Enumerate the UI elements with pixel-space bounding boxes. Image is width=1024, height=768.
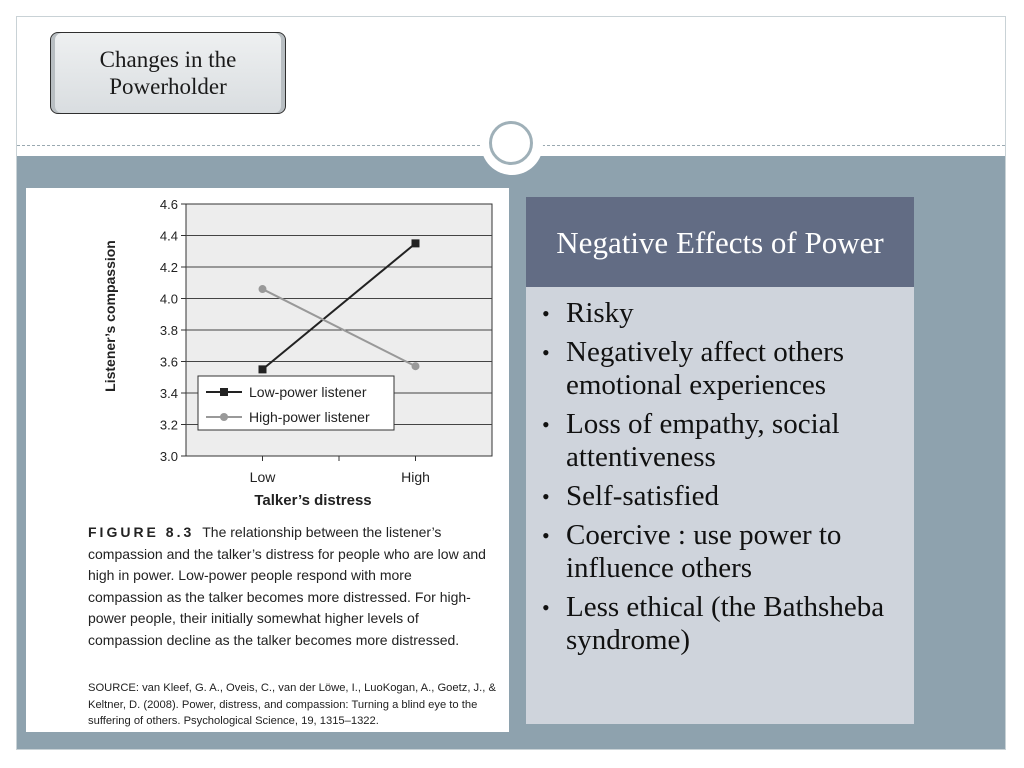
y-tick-label: 4.6 [160, 197, 178, 212]
x-tick-label: Low [250, 469, 277, 485]
bullet-item: • Self-satisfied [540, 480, 906, 513]
series-point [411, 362, 420, 371]
legend-label: Low-power listener [249, 384, 367, 400]
bullet-item: • Coercive : use power to influence other… [540, 519, 906, 585]
panel-title: Negative Effects of Power [526, 197, 914, 287]
bullet-text: Self-satisfied [566, 480, 720, 512]
series-line [261, 242, 417, 371]
bullet-text: Loss of empathy, social attentiveness [566, 408, 840, 473]
figure-caption: FIGURE 8.3 The relationship between the l… [88, 522, 488, 651]
y-tick-label: 3.2 [160, 418, 178, 433]
legend-label: High-power listener [249, 409, 370, 425]
x-axis-label: Talker’s distress [254, 492, 371, 509]
bullet-text: Coercive : use power to influence others [566, 519, 842, 584]
y-tick-label: 4.2 [160, 260, 178, 275]
bullet-item: • Risky [540, 297, 906, 330]
legend-marker [220, 413, 228, 421]
bullet-icon: • [542, 412, 550, 437]
bullet-icon: • [542, 484, 550, 509]
bullet-icon: • [542, 301, 550, 326]
bullet-item: • Loss of empathy, social attentiveness [540, 408, 906, 474]
y-tick-label: 3.6 [160, 355, 178, 370]
bullet-icon: • [542, 523, 550, 548]
series-line [262, 288, 416, 368]
series-point [411, 239, 420, 248]
bullet-text: Negatively affect others emotional exper… [566, 336, 845, 401]
x-tick-label: High [401, 469, 430, 485]
figure-source: SOURCE: van Kleef, G. A., Oveis, C., van… [88, 682, 496, 727]
bullet-text: Less ethical (the Bathsheba syndrome) [566, 591, 885, 656]
bullet-icon: • [542, 340, 550, 365]
line-chart: Listener’s compassion Talker’s distress … [102, 197, 493, 509]
y-tick-label: 3.0 [160, 449, 178, 464]
series-point [258, 285, 267, 294]
panel-body: • Risky • Negatively affect others emotiona… [526, 287, 914, 724]
ring-ornament-inner [489, 121, 533, 165]
bullet-item: • Less ethical (the Bathsheba syndrome) [540, 591, 906, 657]
legend-marker [220, 388, 228, 396]
y-axis-label: Listener’s compassion [102, 240, 118, 392]
legend-box [197, 375, 395, 431]
bullet-list: • Risky • Negatively affect others emotiona… [540, 297, 906, 657]
bullet-item: • Negatively affect others emotional expe… [540, 336, 906, 402]
y-tick-label: 3.4 [160, 386, 178, 401]
y-tick-label: 3.8 [160, 323, 178, 338]
series-point [258, 365, 267, 374]
figure-panel: Listener’s compassion Talker’s distress … [26, 188, 509, 732]
section-title: Changes in the Powerholder [50, 32, 286, 114]
bullet-text: Risky [566, 297, 634, 329]
y-tick-label: 4.4 [160, 229, 178, 244]
y-tick-label: 4.0 [160, 292, 178, 307]
figure-caption-text: The relationship between the listener’s … [88, 524, 486, 648]
figure-label: FIGURE 8.3 [88, 524, 195, 540]
bullet-icon: • [542, 595, 550, 620]
